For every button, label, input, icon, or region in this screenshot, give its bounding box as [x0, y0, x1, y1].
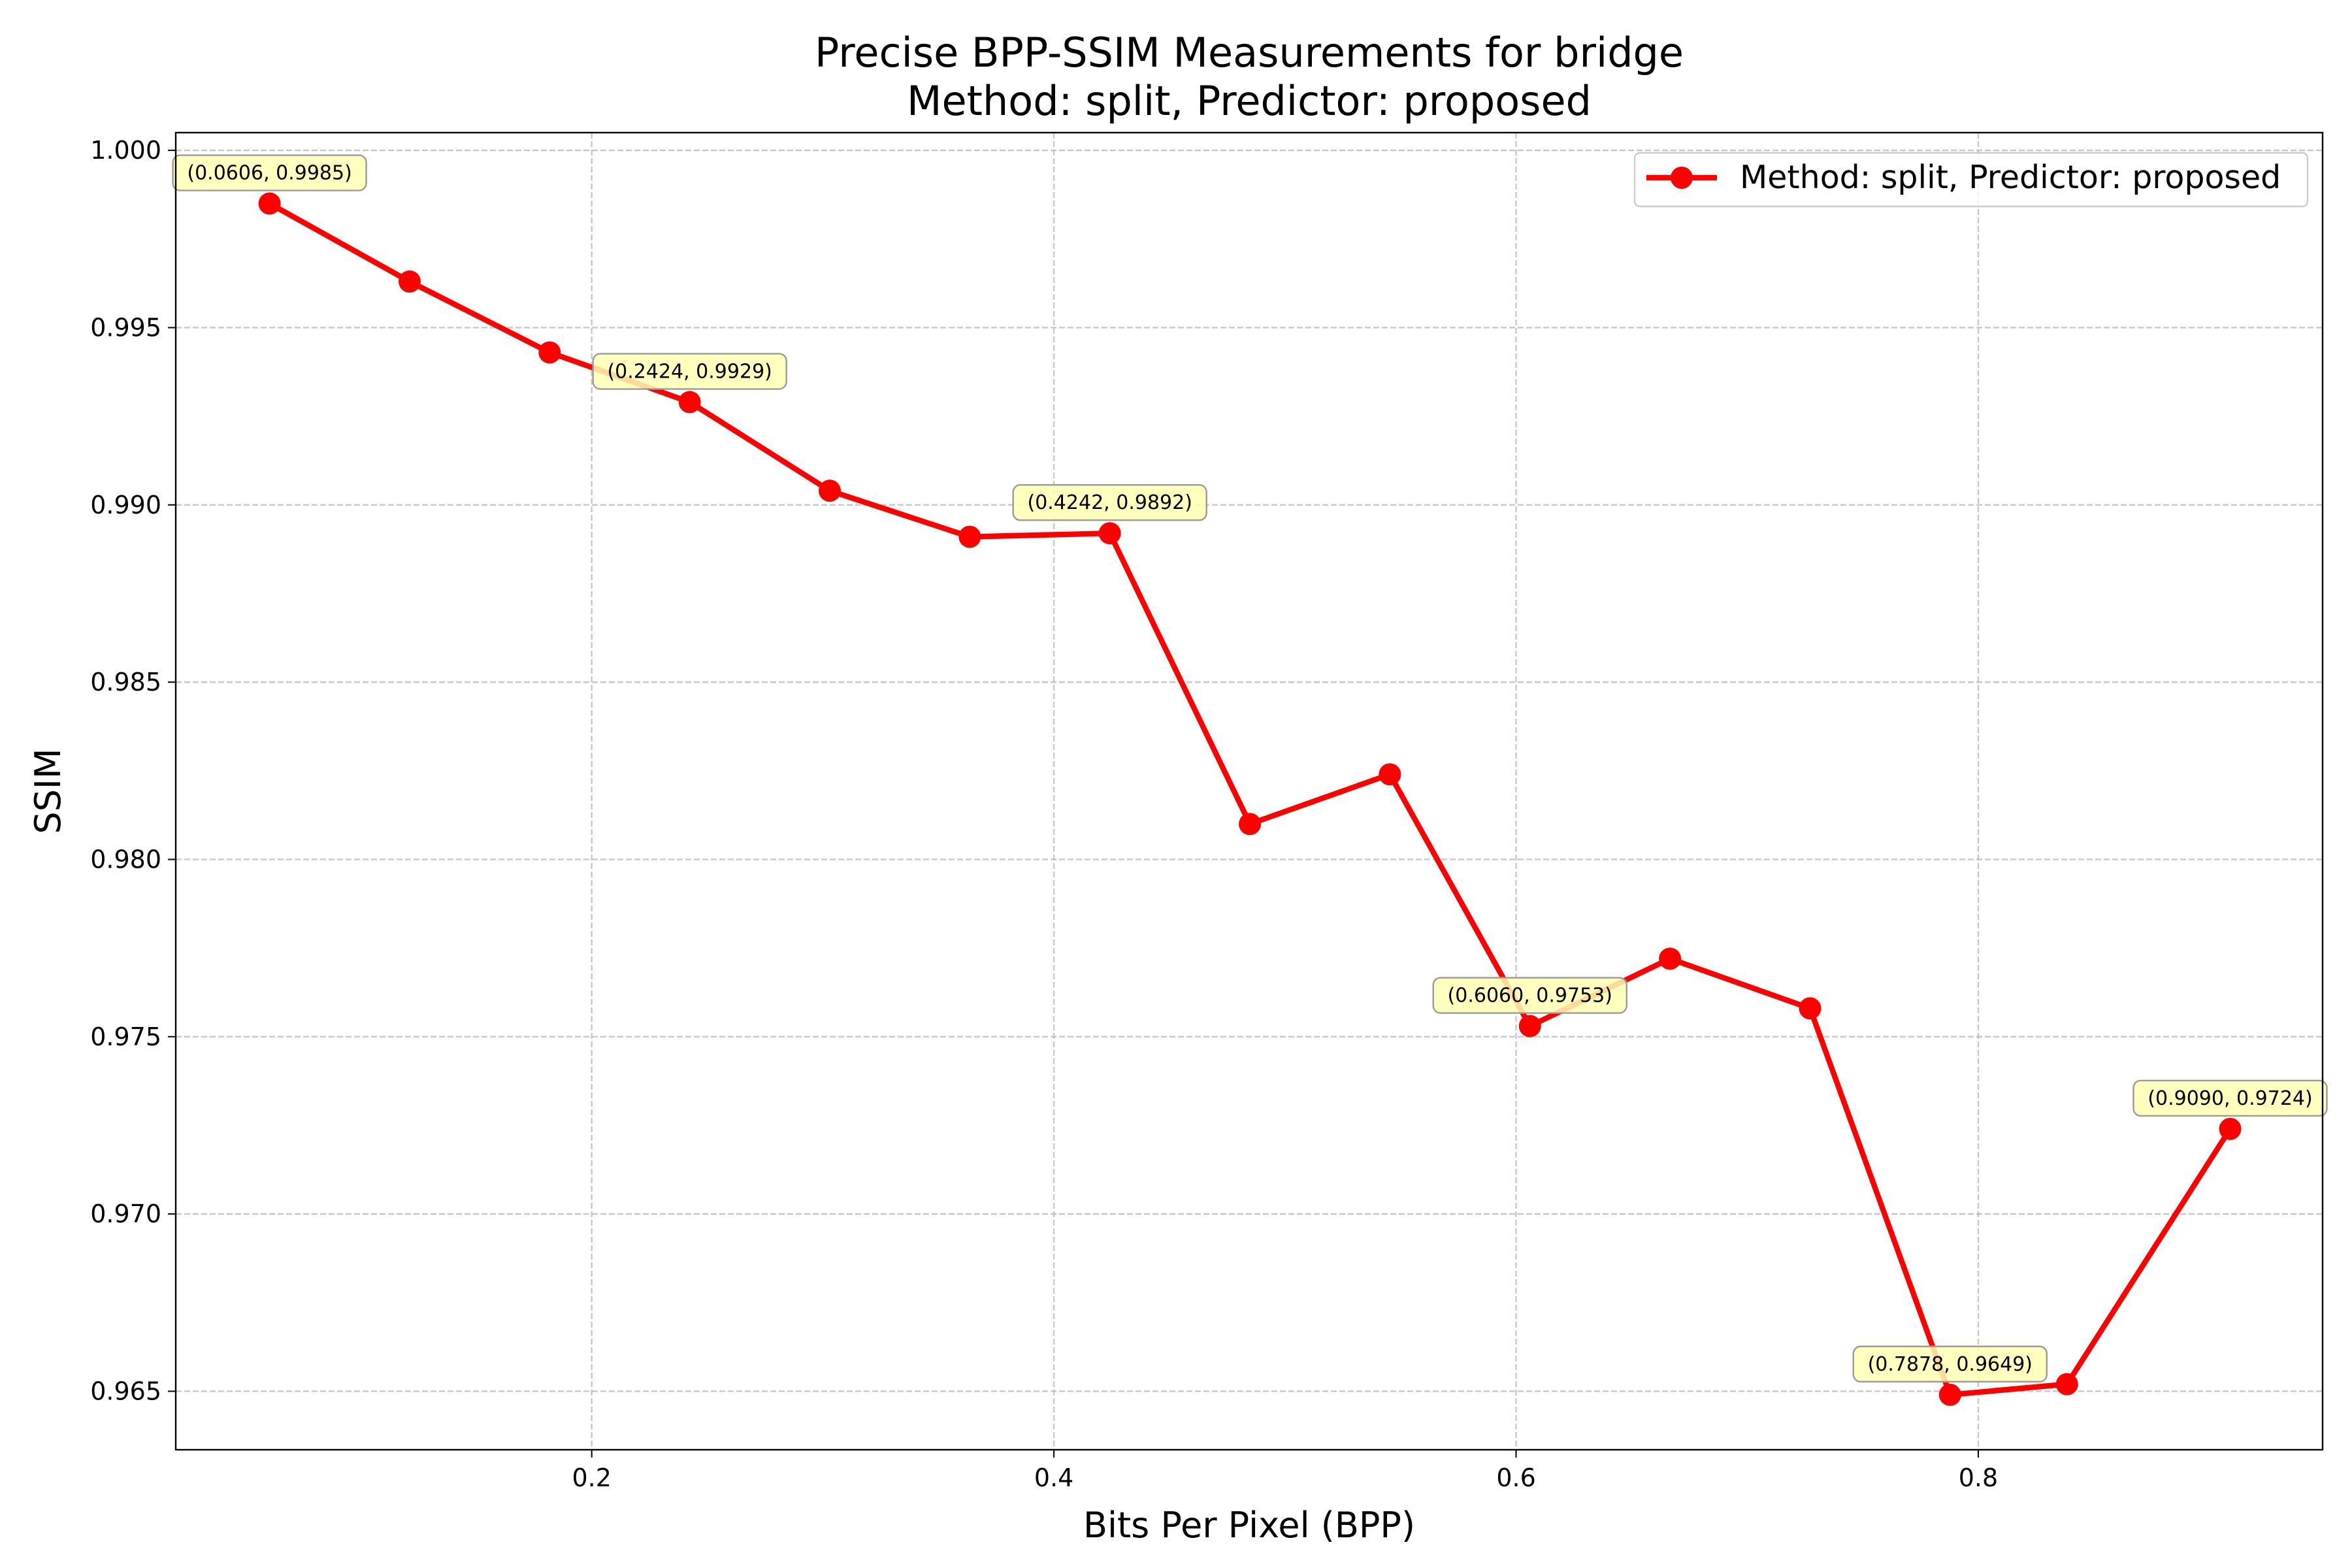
- annotation-box: [1432, 977, 1627, 1014]
- x-tick-label: 0.8: [1959, 1463, 1998, 1492]
- x-axis-label: Bits Per Pixel (BPP): [1083, 1505, 1415, 1546]
- legend-box: [1633, 152, 2309, 208]
- plot-area-frame: [174, 131, 2324, 1451]
- data-point-marker: [1659, 947, 1682, 970]
- y-tick-label: 0.995: [90, 313, 161, 342]
- annotation: (0.7878, 0.9649): [1852, 1345, 2048, 1383]
- annotation-box: [172, 154, 367, 191]
- y-tick-label: 0.990: [90, 491, 161, 519]
- y-tick-label: 0.975: [90, 1022, 161, 1051]
- point-annotations: (0.0606, 0.9985) (0.2424, 0.9929) (0.4242,…: [172, 154, 2328, 1383]
- data-point-marker: [258, 192, 281, 215]
- data-point-marker: [958, 525, 981, 548]
- annotation-label: (0.7878, 0.9649): [1868, 1353, 2033, 1376]
- data-point-marker: [1799, 997, 1821, 1020]
- annotation-label: (0.9090, 0.9724): [2148, 1087, 2312, 1110]
- annotation-label: (0.2424, 0.9929): [607, 360, 772, 383]
- annotation-label: (0.0606, 0.9985): [187, 162, 351, 185]
- annotation: (0.6060, 0.9753): [1432, 977, 1627, 1014]
- legend-marker-swatch: [1671, 167, 1693, 189]
- annotation-label: (0.6060, 0.9753): [1448, 985, 1612, 1007]
- x-tick-label: 0.6: [1496, 1463, 1535, 1492]
- y-tick-label: 0.985: [90, 668, 161, 696]
- legend-entry-label: Method: split, Predictor: proposed: [1740, 159, 2281, 196]
- legend: Method: split, Predictor: proposed: [1633, 152, 2309, 208]
- data-point-marker: [819, 480, 841, 502]
- axis-ticks: 0.2 0.4 0.6 0.8 0.965 0.970 0.975 0.980 0.985 0.9…: [90, 136, 1998, 1492]
- data-point-marker: [2055, 1373, 2078, 1396]
- x-tick-label: 0.4: [1034, 1463, 1073, 1492]
- chart-subtitle: Method: split, Predictor: proposed: [907, 77, 1592, 125]
- data-point-marker: [1938, 1383, 1961, 1406]
- chart-title: Precise BPP-SSIM Measurements for bridge: [815, 29, 1684, 76]
- data-point-marker: [1518, 1015, 1541, 1037]
- data-point-marker: [2219, 1117, 2242, 1140]
- annotation-box: [592, 353, 787, 390]
- y-axis-label: SSIM: [27, 748, 69, 834]
- y-tick-label: 0.980: [90, 845, 161, 874]
- annotation-box: [1852, 1345, 2048, 1383]
- y-tick-label: 1.000: [90, 136, 161, 165]
- data-point-marker: [1098, 522, 1121, 545]
- annotation: (0.2424, 0.9929): [592, 353, 787, 390]
- data-point-marker: [398, 270, 421, 293]
- annotation-box: [1012, 484, 1207, 521]
- x-tick-label: 0.2: [572, 1463, 611, 1492]
- data-point-marker: [1239, 813, 1262, 836]
- annotation: (0.0606, 0.9985): [172, 154, 367, 191]
- annotation-label: (0.4242, 0.9892): [1027, 491, 1192, 514]
- data-point-marker: [678, 391, 701, 414]
- annotation-box: [2132, 1079, 2328, 1117]
- annotation: (0.9090, 0.9724): [2132, 1079, 2328, 1117]
- data-point-marker: [1379, 763, 1401, 786]
- y-tick-label: 0.970: [90, 1200, 161, 1228]
- y-tick-label: 0.965: [90, 1377, 161, 1405]
- grid-lines: [176, 133, 2323, 1450]
- annotation: (0.4242, 0.9892): [1012, 484, 1207, 521]
- data-point-marker: [538, 341, 561, 364]
